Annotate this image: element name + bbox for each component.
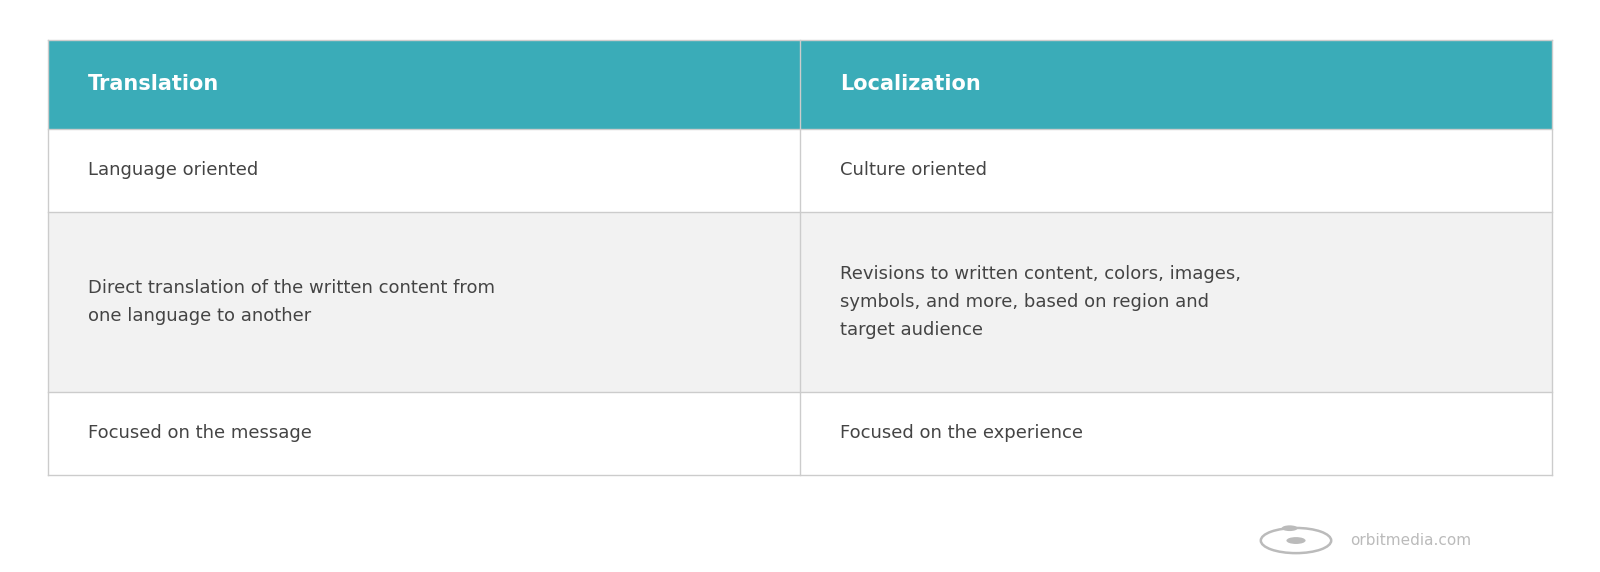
FancyBboxPatch shape [48, 129, 1552, 212]
FancyBboxPatch shape [48, 392, 1552, 475]
Text: Translation: Translation [88, 74, 219, 94]
Circle shape [1282, 525, 1298, 531]
Text: Language oriented: Language oriented [88, 161, 258, 179]
Circle shape [1286, 537, 1306, 544]
FancyBboxPatch shape [48, 40, 1552, 129]
Text: Focused on the message: Focused on the message [88, 424, 312, 442]
Text: Revisions to written content, colors, images,
symbols, and more, based on region: Revisions to written content, colors, im… [840, 265, 1242, 339]
FancyBboxPatch shape [48, 212, 1552, 392]
Text: Localization: Localization [840, 74, 981, 94]
Text: orbitmedia.com: orbitmedia.com [1350, 533, 1472, 548]
Text: Direct translation of the written content from
one language to another: Direct translation of the written conten… [88, 279, 494, 325]
Text: Culture oriented: Culture oriented [840, 161, 987, 179]
Text: Focused on the experience: Focused on the experience [840, 424, 1083, 442]
